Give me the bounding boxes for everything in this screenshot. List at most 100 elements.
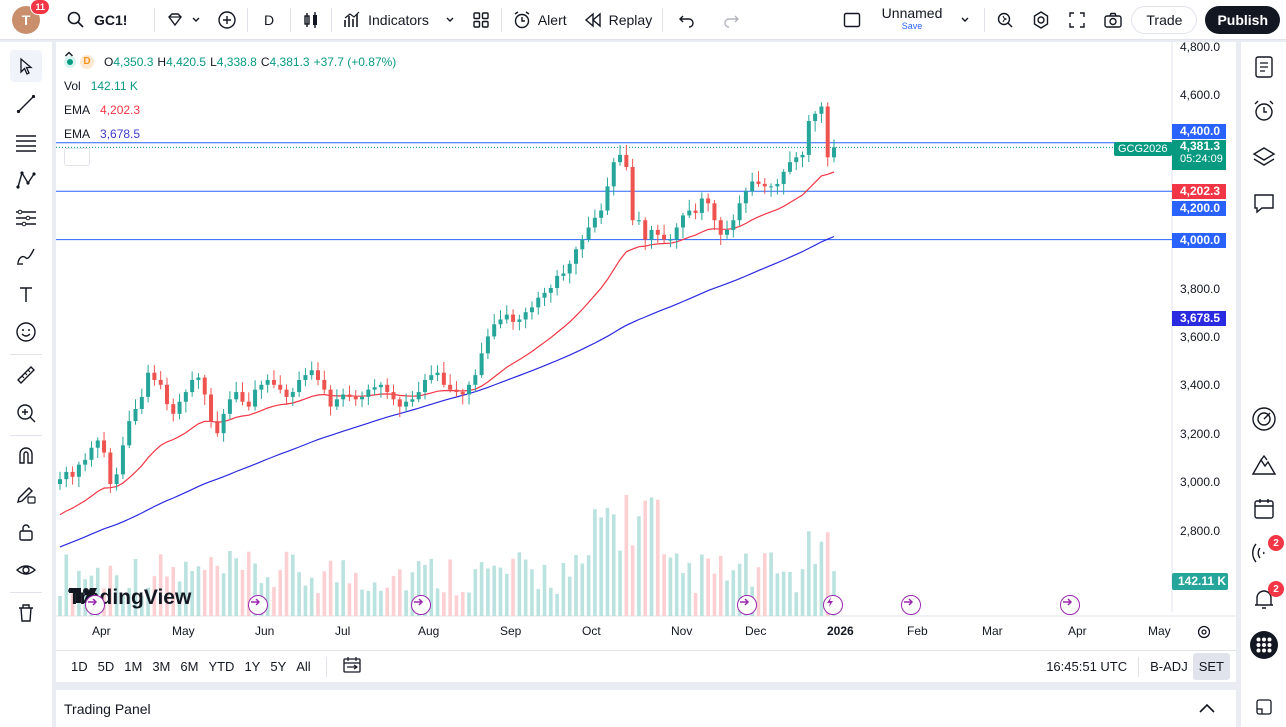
brush-tool[interactable]: [10, 240, 42, 272]
range-1y[interactable]: 1Y: [244, 659, 261, 674]
watchlist-button[interactable]: [1249, 52, 1279, 82]
symbol-search[interactable]: GC1!: [56, 6, 152, 34]
volume-bar: [391, 575, 396, 616]
range-5d[interactable]: 5D: [97, 659, 115, 674]
volume-bar: [681, 573, 685, 616]
prediction-icon: [16, 209, 36, 227]
layout-toggle-button[interactable]: [834, 0, 870, 40]
alert-button[interactable]: Alert: [504, 0, 575, 40]
templates-button[interactable]: [463, 0, 499, 40]
candle-body: [712, 203, 717, 221]
apps-grid-icon: [1250, 631, 1278, 659]
volume-bar: [423, 564, 427, 616]
object-tree-button[interactable]: [1249, 142, 1279, 172]
screener-button[interactable]: [1249, 404, 1279, 434]
fullscreen-button[interactable]: [1059, 0, 1095, 40]
chart-type-button[interactable]: [293, 0, 329, 40]
notifications-button[interactable]: 2: [1249, 581, 1284, 614]
economic-event-marker[interactable]: [737, 595, 757, 615]
hline-4200-label[interactable]: 4,200.0: [1172, 201, 1226, 216]
volume-bar: [385, 587, 390, 616]
arrow-right-icon: [904, 598, 914, 606]
range-5y[interactable]: 5Y: [270, 659, 287, 674]
expand-panel-button[interactable]: [1198, 701, 1216, 717]
economic-event-marker[interactable]: [1060, 595, 1080, 615]
redo-button[interactable]: [709, 0, 753, 40]
chart-pane[interactable]: D O 4,350.3 H 4,420.5 L 4,338.8 C 4,381.3 +3…: [56, 40, 1236, 650]
replay-button[interactable]: Replay: [575, 0, 661, 40]
alerts-button[interactable]: [1249, 96, 1279, 126]
streams-button[interactable]: 2: [1249, 535, 1284, 568]
emoji-tool[interactable]: [10, 316, 42, 348]
remove-drawings-tool[interactable]: [10, 597, 42, 629]
fib-tool[interactable]: [10, 126, 42, 158]
snapshot-button[interactable]: [1095, 0, 1131, 40]
candle-body: [781, 171, 786, 184]
ema-fast-row[interactable]: EMA 4,202.3: [64, 98, 396, 122]
range-3m[interactable]: 3M: [152, 659, 171, 674]
economic-event-marker[interactable]: [85, 595, 105, 615]
timezone-button[interactable]: 16:45:51 UTC: [1046, 659, 1128, 674]
quick-search-button[interactable]: [987, 0, 1023, 40]
panel-maximize-button[interactable]: [1249, 692, 1279, 722]
volume-bar: [140, 595, 144, 616]
cursor-tool[interactable]: [10, 50, 42, 82]
range-6m[interactable]: 6M: [180, 659, 199, 674]
user-avatar[interactable]: T 11: [12, 0, 50, 34]
range-1m[interactable]: 1M: [124, 659, 143, 674]
lock-drawings-tool[interactable]: [10, 516, 42, 548]
interval-button[interactable]: D: [250, 0, 288, 40]
economic-event-marker[interactable]: [411, 595, 431, 615]
compare-symbol-button[interactable]: [157, 0, 209, 40]
add-symbol-button[interactable]: [209, 0, 245, 40]
volume-bar: [152, 576, 157, 616]
candle-body: [630, 167, 635, 221]
legend-collapse-button[interactable]: [64, 51, 90, 166]
volume-bar: [593, 509, 597, 616]
market-status-icon[interactable]: [64, 56, 76, 68]
candle-body: [504, 314, 509, 320]
volume-bar: [372, 582, 377, 616]
ema-slow-row[interactable]: EMA 3,678.5: [64, 122, 396, 146]
forecast-tool[interactable]: [10, 202, 42, 234]
calendar-button[interactable]: [1249, 494, 1279, 524]
divider: [10, 435, 42, 436]
session-button[interactable]: SET: [1192, 653, 1230, 680]
open-value: 4,350.3: [113, 55, 154, 69]
undo-button[interactable]: [665, 0, 709, 40]
volume-row[interactable]: Vol 142.11 K: [64, 74, 396, 98]
go-to-date-button[interactable]: [337, 656, 367, 677]
hide-drawings-tool[interactable]: [10, 554, 42, 586]
range-ytd[interactable]: YTD: [208, 659, 235, 674]
economic-event-marker[interactable]: [248, 595, 268, 615]
pencil-lock-icon: [17, 487, 36, 504]
pattern-tool[interactable]: [10, 164, 42, 196]
candle-body: [542, 292, 547, 298]
chevron-down-icon: [192, 17, 200, 22]
range-1d[interactable]: 1D: [71, 659, 88, 674]
range-all[interactable]: All: [296, 659, 311, 674]
indicators-button[interactable]: Indicators: [334, 0, 463, 40]
dividend-event-marker[interactable]: [823, 595, 843, 615]
candle-body: [183, 392, 188, 402]
hline-4400-label[interactable]: 4,400.0: [1172, 124, 1226, 139]
keep-drawing-tool[interactable]: [10, 478, 42, 510]
trading-panel-tab[interactable]: Trading Panel: [64, 700, 151, 717]
chats-button[interactable]: [1249, 188, 1279, 218]
trend-line-tool[interactable]: [10, 88, 42, 120]
text-tool[interactable]: [10, 278, 42, 310]
trade-button[interactable]: Trade: [1131, 5, 1198, 34]
settings-button[interactable]: [1023, 0, 1059, 40]
candle-body: [271, 379, 276, 385]
products-button[interactable]: [1249, 630, 1279, 660]
chart-canvas[interactable]: [56, 42, 1236, 650]
layout-name-button[interactable]: Unnamed Save: [870, 0, 983, 40]
zoom-tool[interactable]: [10, 397, 42, 429]
economic-event-marker[interactable]: [901, 595, 921, 615]
publish-button[interactable]: Publish: [1205, 5, 1280, 34]
measure-tool[interactable]: [10, 359, 42, 391]
ideas-button[interactable]: [1249, 450, 1279, 480]
adjustment-button[interactable]: B-ADJ: [1150, 659, 1188, 674]
magnet-tool[interactable]: [10, 440, 42, 472]
hline-4000-label[interactable]: 4,000.0: [1172, 233, 1226, 248]
